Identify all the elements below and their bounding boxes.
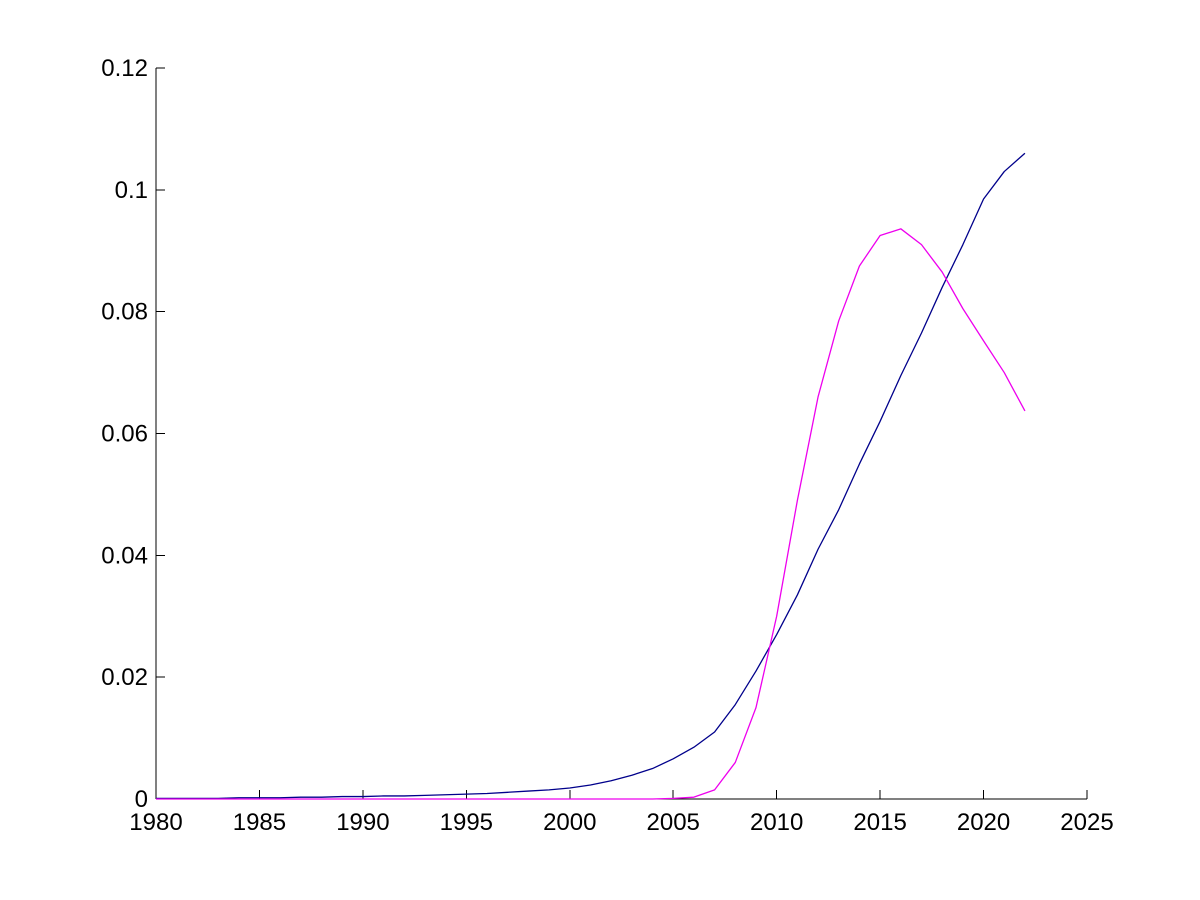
y-tick-label: 0.06 [101,421,148,448]
y-tick-label: 0.12 [101,55,148,82]
x-tick-label: 1995 [440,809,493,836]
x-tick-label: 2010 [750,809,803,836]
x-tick-label: 2000 [543,809,596,836]
y-tick-label: 0.04 [101,542,148,569]
x-tick-label: 2020 [957,809,1010,836]
y-tick-label: 0.1 [115,177,148,204]
y-tick-label: 0 [135,786,148,813]
x-tick-label: 1985 [233,809,286,836]
dark-blue-line [156,152,1026,800]
magenta-line [156,228,1026,800]
x-tick-label: 1990 [336,809,389,836]
x-tick-label: 2025 [1060,809,1113,836]
x-tick-label: 2015 [853,809,906,836]
y-tick-label: 0.08 [101,299,148,326]
x-tick-label: 2005 [647,809,700,836]
y-tick-label: 0.02 [101,664,148,691]
x-tick-label: 1980 [129,809,182,836]
